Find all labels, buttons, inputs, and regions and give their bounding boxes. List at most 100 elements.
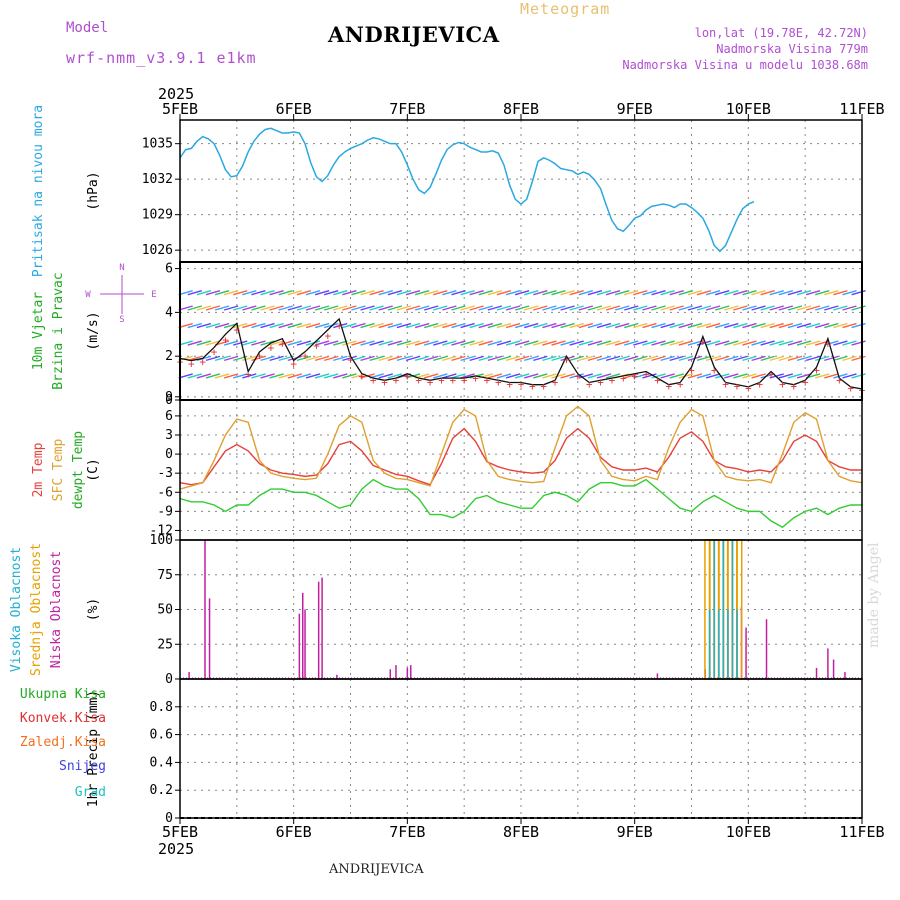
gust-marker: +: [506, 378, 513, 391]
wind-barb: [378, 340, 393, 346]
wind-barb: [587, 355, 603, 362]
wind-barb: [560, 305, 575, 311]
wind-barb: [469, 322, 484, 329]
station-title: ANDRIJEVICA: [328, 22, 500, 47]
wind-barb: [451, 322, 466, 329]
wind-barb: [478, 340, 493, 346]
wind-barb: [724, 340, 739, 346]
wind-barb: [533, 322, 548, 329]
wind-barb: [669, 355, 684, 362]
wind-barb: [223, 355, 239, 362]
sfc-temp-line: [179, 405, 863, 490]
wind-barb: [205, 355, 221, 362]
wind-barb: [787, 305, 803, 311]
wind-barb: [596, 322, 612, 329]
wind-barb: [242, 322, 257, 329]
wind-barb: [487, 322, 503, 329]
bottom-time-label: 6FEB: [276, 823, 312, 841]
wind-barb: [578, 305, 593, 311]
cloud-side-label-mid: Srednja Oblacnost: [29, 543, 44, 676]
wind-barb: [205, 373, 221, 379]
wind-barb: [178, 322, 193, 329]
wind-barb: [687, 322, 703, 329]
wind-barb: [487, 289, 503, 296]
wind-barb: [187, 322, 202, 329]
wind-barb: [405, 289, 421, 296]
wind-barb: [651, 373, 666, 379]
wind-barb: [642, 373, 657, 379]
wind-barb: [714, 289, 730, 296]
y-axis-unit-label: (%): [86, 598, 101, 621]
wind-barb: [787, 340, 803, 346]
wind-barb: [542, 322, 557, 329]
wind-barb: [778, 322, 794, 329]
gust-marker: +: [313, 340, 320, 353]
wind-barb: [251, 322, 266, 329]
wind-barb: [705, 305, 721, 311]
wind-barb: [742, 322, 757, 329]
wind-barb: [669, 289, 684, 296]
wind-barb: [251, 305, 266, 311]
wind-barb: [587, 340, 603, 346]
wind-barb: [833, 340, 848, 346]
wind-barb: [387, 289, 403, 296]
wind-barb: [751, 373, 766, 379]
wind-barb: [560, 373, 575, 379]
wind-barb: [678, 340, 694, 346]
gust-marker: +: [199, 356, 206, 369]
wind-barb: [542, 305, 557, 311]
wind-barb: [642, 340, 657, 346]
cloud-side-label-low: Niska Oblacnost: [49, 551, 64, 668]
gust-marker: +: [449, 374, 456, 387]
wind-barb: [669, 305, 684, 311]
wind-barb: [742, 355, 757, 362]
footer-station: ANDRIJEVICA: [329, 862, 424, 877]
wind-barb: [260, 373, 275, 379]
gust-marker: +: [643, 368, 650, 381]
gust-marker: +: [461, 374, 468, 387]
wind-barb: [524, 355, 539, 362]
y-tick-label: 4: [165, 305, 173, 320]
wind-barb: [296, 373, 312, 379]
wind-barb: [214, 373, 230, 379]
wind-barb: [460, 322, 475, 329]
wind-barb: [851, 289, 866, 296]
gust-marker: +: [802, 376, 809, 389]
wind-barb: [805, 340, 821, 346]
gust-marker: +: [836, 374, 843, 387]
wind-barb: [296, 340, 312, 346]
wind-barb: [687, 373, 703, 379]
wind-barb: [178, 289, 193, 296]
wind-barb: [260, 340, 275, 346]
wind-barb: [805, 322, 821, 329]
compass-west: W: [85, 290, 91, 300]
compass-east: E: [151, 290, 156, 300]
wind-barb: [342, 340, 357, 346]
wind-barb: [442, 289, 457, 296]
wind-barb: [542, 355, 557, 362]
gust-marker: +: [415, 374, 422, 387]
wind-barb: [678, 305, 694, 311]
wind-barb: [442, 305, 457, 311]
wind-barb: [496, 340, 512, 346]
wind-barb: [678, 289, 694, 296]
wind-barb: [596, 289, 612, 296]
wind-barb: [569, 305, 584, 311]
wind-barb: [524, 322, 539, 329]
wind-barb: [378, 289, 393, 296]
wind-barb: [687, 340, 703, 346]
wind-barb: [387, 340, 403, 346]
wind-barb: [505, 289, 521, 296]
wind-barb: [651, 305, 666, 311]
wind-barb: [287, 355, 302, 362]
wind-barb: [414, 289, 430, 296]
wind-barb: [578, 355, 593, 362]
wind-barb: [233, 322, 248, 329]
wind-barb: [442, 322, 457, 329]
wind-barb: [305, 305, 321, 311]
wind-barb: [705, 340, 721, 346]
gust-marker: +: [529, 380, 536, 393]
wind-barb: [351, 355, 366, 362]
wind-barb: [314, 373, 330, 379]
wind-barb: [733, 340, 748, 346]
